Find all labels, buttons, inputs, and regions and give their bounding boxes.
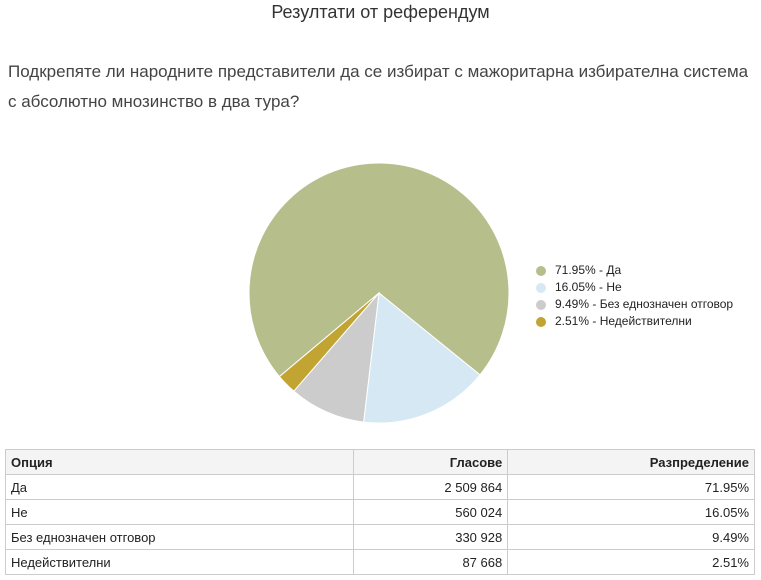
question: Подкрепяте ли народните представители да… — [8, 62, 749, 111]
table-cell: Недействителни — [4, 549, 355, 575]
table-cell: Не — [4, 499, 355, 525]
header-cell: Гласове — [353, 449, 509, 475]
legend-marker — [536, 300, 546, 310]
table-cell: 560 024 — [353, 499, 509, 525]
table-cell: Без еднозначен отговор — [4, 524, 355, 550]
table-row: Недействителни 87 668 2.51% — [4, 549, 755, 575]
legend-label: 2.51% - Недействителни — [555, 314, 692, 328]
legend-marker — [536, 283, 546, 293]
table-row: Да 2 509 864 71.95% — [4, 474, 755, 500]
pie-chart: 71.95% - Да 16.05% - Не 9.49% - Без еднозн… — [248, 162, 733, 424]
table-cell: Да — [4, 474, 355, 500]
legend-marker — [536, 266, 546, 276]
table-cell: 2 509 864 — [353, 474, 509, 500]
table-cell: 71.95% — [507, 474, 755, 500]
legend-label: 16.05% - Не — [555, 280, 622, 294]
legend-label: 71.95% - Да — [555, 263, 621, 277]
pie-slice — [278, 292, 380, 392]
header-row: Опция Гласове Разпределение — [4, 449, 755, 475]
table-row: Не 560 024 16.05% — [4, 499, 755, 525]
header-cell: Разпределение — [507, 449, 755, 475]
table-row: Без еднозначен отговор 330 928 9.49% — [4, 524, 755, 550]
table-cell: 330 928 — [353, 524, 509, 550]
pie-slice — [293, 291, 380, 423]
page-title: Резултати от референдум — [271, 2, 490, 22]
pie-slice — [363, 292, 481, 424]
results-table: Опция Гласове Разпределение Да 2 509 864 71.9… — [4, 449, 755, 575]
table-cell: 2.51% — [507, 549, 755, 575]
table-cell: 87 668 — [353, 549, 509, 575]
legend-label: 9.49% - Без еднозначен отговор — [555, 297, 733, 311]
table-cell: 16.05% — [507, 499, 755, 525]
header-cell: Опция — [4, 449, 355, 475]
table-cell: 9.49% — [507, 524, 755, 550]
legend-marker — [536, 317, 546, 327]
pie-slice — [248, 162, 510, 378]
